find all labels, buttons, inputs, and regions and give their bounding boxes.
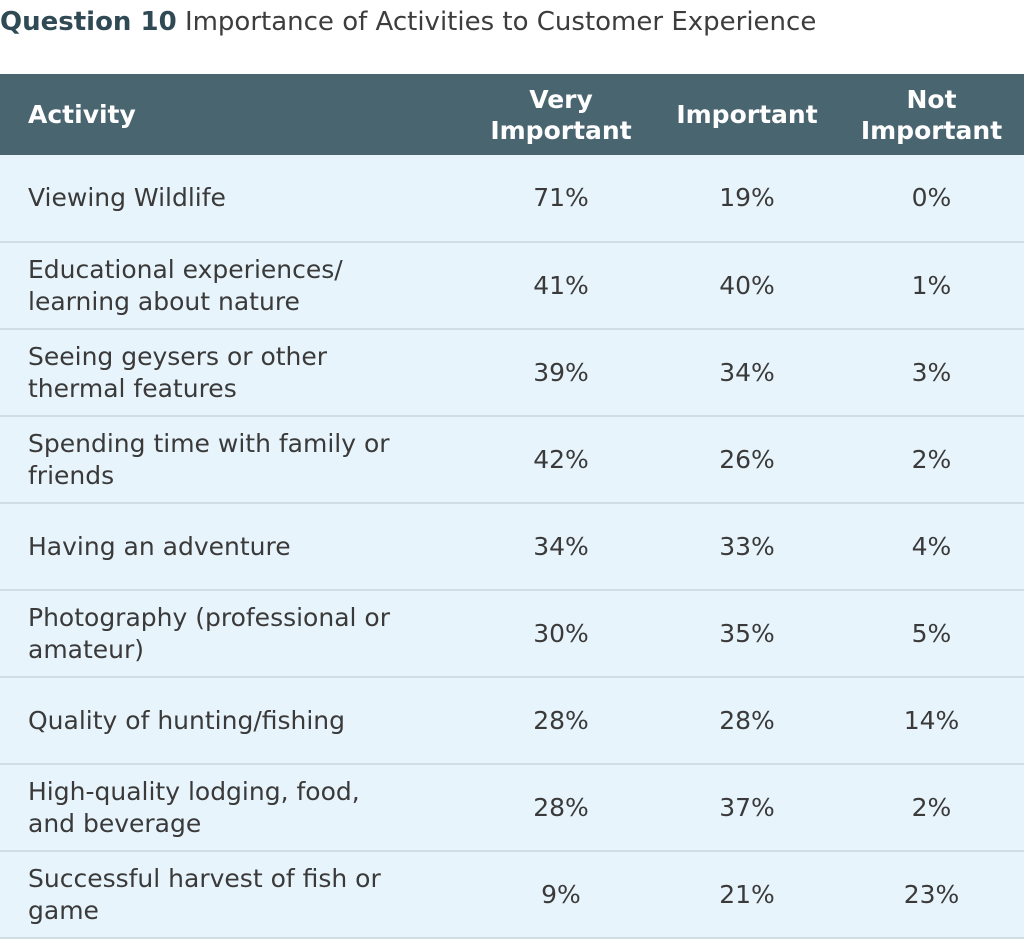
very-important-cell: 42%: [533, 444, 589, 474]
very-important-cell: 34%: [533, 531, 589, 561]
important-cell: 26%: [719, 444, 775, 474]
table-row: Photography (professional or amateur) 30% 3…: [0, 590, 1024, 677]
not-important-cell: 2%: [911, 444, 952, 474]
page-title: Question 10 Importance of Activities to …: [0, 2, 816, 42]
question-number: Question 10: [0, 7, 177, 37]
very-important-cell: 39%: [533, 357, 589, 387]
header-not-important-line1: Not: [906, 84, 957, 114]
activity-cell: Successful harvest of fish or game: [0, 851, 467, 938]
header-not-important: Not Important: [839, 74, 1024, 155]
very-important-cell: 71%: [533, 183, 589, 212]
activity-cell: Viewing Wildlife: [0, 155, 467, 242]
not-important-cell: 5%: [911, 618, 952, 648]
not-important-cell: 14%: [903, 705, 960, 735]
very-important-cell: 41%: [533, 270, 589, 300]
activity-label-line: Successful harvest of fish or: [28, 863, 381, 893]
table-row: Spending time with family or friends 42% 26…: [0, 416, 1024, 503]
not-important-cell: 4%: [911, 531, 952, 561]
header-very-important: Very Important: [467, 74, 655, 155]
table-row: Successful harvest of fish or game 9% 21% 23…: [0, 851, 1024, 938]
very-important-cell: 9%: [541, 879, 581, 909]
important-cell: 33%: [719, 531, 775, 561]
not-important-cell: 2%: [911, 792, 952, 822]
table-row: Quality of hunting/fishing 28% 28% 14%: [0, 677, 1024, 764]
header-activity: Activity: [28, 100, 136, 129]
important-cell: 34%: [719, 357, 775, 387]
activity-cell: Spending time with family or friends: [0, 416, 467, 503]
table-header: Activity Very Important Important Not Im…: [0, 74, 1024, 155]
question-title: Importance of Activities to Customer Exp…: [184, 7, 817, 37]
not-important-cell: 0%: [911, 183, 952, 212]
activity-label-line: and beverage: [28, 808, 202, 838]
very-important-cell: 28%: [533, 792, 589, 822]
activity-label-line: High-quality lodging, food,: [28, 776, 360, 806]
activity-cell: High-quality lodging, food, and beverage: [0, 764, 467, 851]
activity-label-line: Viewing Wildlife: [28, 183, 226, 212]
table-body: Viewing Wildlife 71% 19% 0% Educational expe…: [0, 155, 1024, 938]
important-cell: 28%: [719, 705, 775, 735]
activity-label-line: game: [28, 895, 99, 925]
activity-label-line: Educational experiences/: [28, 254, 343, 284]
activity-label-line: friends: [28, 460, 115, 490]
table-row: Seeing geysers or other thermal features 3…: [0, 329, 1024, 416]
activity-label-line: learning about nature: [28, 286, 300, 316]
very-important-cell: 28%: [533, 705, 589, 735]
not-important-cell: 23%: [903, 879, 960, 909]
header-very-important-line2: Important: [490, 115, 632, 145]
activity-cell: Seeing geysers or other thermal features: [0, 329, 467, 416]
table-row: High-quality lodging, food, and beverage 2…: [0, 764, 1024, 851]
important-cell: 21%: [719, 879, 775, 909]
activity-label-line: Seeing geysers or other: [28, 341, 328, 371]
activity-label-line: amateur): [28, 634, 145, 664]
table-row: Viewing Wildlife 71% 19% 0%: [0, 155, 1024, 242]
activity-label-line: thermal features: [28, 373, 237, 403]
activity-cell: Photography (professional or amateur): [0, 590, 467, 677]
table-row: Educational experiences/learning about n…: [0, 242, 1024, 329]
header-not-important-line2: Important: [860, 115, 1003, 145]
activity-cell: Quality of hunting/fishing: [0, 677, 467, 764]
activity-cell: Having an adventure: [0, 503, 467, 590]
important-cell: 35%: [719, 618, 775, 648]
important-cell: 37%: [719, 792, 775, 822]
activity-cell: Educational experiences/learning about n…: [0, 242, 467, 329]
activity-label-line: Photography (professional or: [28, 602, 390, 632]
header-row: Activity Very Important Important Not Im…: [0, 74, 1024, 155]
not-important-cell: 1%: [911, 270, 952, 300]
not-important-cell: 3%: [911, 357, 952, 387]
activity-label-line: Spending time with family or: [28, 428, 390, 458]
activities-table: Activity Very Important Important Not Im…: [0, 74, 1024, 939]
table-row: Having an adventure 34% 33% 4%: [0, 503, 1024, 590]
important-cell: 40%: [719, 270, 775, 300]
very-important-cell: 30%: [533, 618, 589, 648]
header-important: Important: [676, 100, 818, 129]
activity-label-line: Having an adventure: [28, 531, 291, 561]
important-cell: 19%: [719, 183, 775, 212]
header-very-important-line1: Very: [529, 84, 593, 114]
activity-label-line: Quality of hunting/fishing: [28, 705, 346, 735]
